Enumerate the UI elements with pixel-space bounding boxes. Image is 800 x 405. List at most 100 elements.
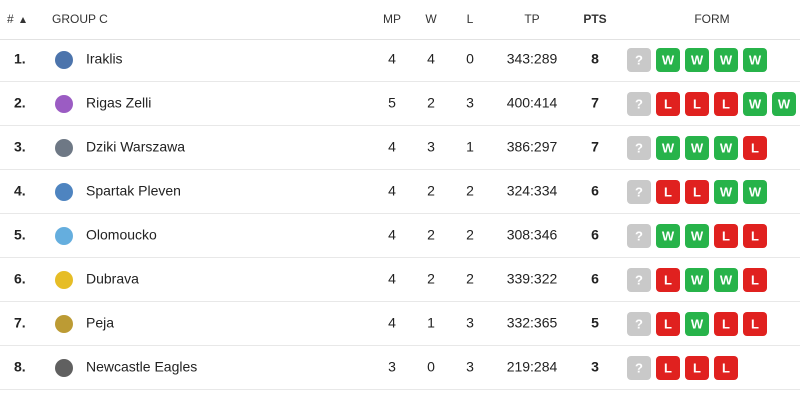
- wins: 4: [427, 51, 435, 67]
- points-scored: 219:284: [507, 359, 558, 375]
- rank: 2.: [14, 95, 26, 111]
- form-badge[interactable]: [656, 356, 680, 380]
- form-badge[interactable]: [656, 268, 680, 292]
- losses: 3: [466, 315, 474, 331]
- form-badge[interactable]: [714, 356, 738, 380]
- form-badge[interactable]: [743, 136, 767, 160]
- form-letter: L: [664, 184, 672, 199]
- form-badge[interactable]: [714, 92, 738, 116]
- form-badge[interactable]: [627, 92, 651, 116]
- rank: 6.: [14, 271, 26, 287]
- form-letter: W: [749, 96, 762, 111]
- form-letter: W: [691, 228, 704, 243]
- form-badge[interactable]: [685, 356, 709, 380]
- form-badge[interactable]: [627, 180, 651, 204]
- wins: 2: [427, 183, 435, 199]
- team-name[interactable]: Peja: [86, 315, 114, 331]
- team-name[interactable]: Rigas Zelli: [86, 95, 151, 111]
- form-letter: W: [691, 272, 704, 287]
- losses: 0: [466, 51, 474, 67]
- form-badge[interactable]: [743, 48, 767, 72]
- points: 6: [591, 271, 599, 287]
- form-badge[interactable]: [656, 312, 680, 336]
- form-badge[interactable]: [656, 224, 680, 248]
- form-badge[interactable]: [685, 136, 709, 160]
- points: 6: [591, 183, 599, 199]
- matches-played: 3: [388, 359, 396, 375]
- form-badge[interactable]: [685, 312, 709, 336]
- form-letter: W: [749, 184, 762, 199]
- header-l[interactable]: L: [467, 12, 474, 26]
- header-w[interactable]: W: [425, 12, 437, 26]
- points: 7: [591, 139, 599, 155]
- form-badge[interactable]: [627, 312, 651, 336]
- form-badge[interactable]: [656, 48, 680, 72]
- form-badge[interactable]: [743, 268, 767, 292]
- team-name[interactable]: Newcastle Eagles: [86, 359, 197, 375]
- form-letter: L: [751, 228, 759, 243]
- form-badge[interactable]: [714, 48, 738, 72]
- points-scored: 400:414: [507, 95, 558, 111]
- header-mp[interactable]: MP: [383, 12, 401, 26]
- form-letter: L: [693, 96, 701, 111]
- form-letter: W: [749, 52, 762, 67]
- form-badge[interactable]: [743, 180, 767, 204]
- form-badge[interactable]: [714, 180, 738, 204]
- form-badge[interactable]: [772, 92, 796, 116]
- form-letter: W: [691, 140, 704, 155]
- form-badge[interactable]: [685, 48, 709, 72]
- form-letter: W: [691, 52, 704, 67]
- form-badge[interactable]: [743, 92, 767, 116]
- losses: 2: [466, 271, 474, 287]
- header-pts[interactable]: PTS: [583, 12, 606, 26]
- team-logo: [55, 95, 73, 113]
- losses: 2: [466, 183, 474, 199]
- form-badge[interactable]: [627, 356, 651, 380]
- form-letter: L: [722, 228, 730, 243]
- form-letter: L: [722, 96, 730, 111]
- form-badge[interactable]: [685, 268, 709, 292]
- team-name[interactable]: Dziki Warszawa: [86, 139, 185, 155]
- form-badge[interactable]: [656, 92, 680, 116]
- team-name[interactable]: Iraklis: [86, 51, 123, 67]
- form-letter: L: [722, 316, 730, 331]
- losses: 2: [466, 227, 474, 243]
- form-badge[interactable]: [656, 136, 680, 160]
- team-name[interactable]: Olomoucko: [86, 227, 157, 243]
- sort-arrow[interactable]: [20, 17, 26, 23]
- form-letter: W: [662, 228, 675, 243]
- form-badge[interactable]: [743, 224, 767, 248]
- form-badge[interactable]: [685, 180, 709, 204]
- header-tp[interactable]: TP: [524, 12, 539, 26]
- matches-played: 5: [388, 95, 396, 111]
- team-logo: [55, 51, 73, 69]
- wins: 2: [427, 271, 435, 287]
- rank: 1.: [14, 51, 26, 67]
- team-name[interactable]: Dubrava: [86, 271, 139, 287]
- form-badge[interactable]: [685, 92, 709, 116]
- losses: 3: [466, 95, 474, 111]
- form-badge[interactable]: [627, 268, 651, 292]
- form-badge[interactable]: [714, 268, 738, 292]
- form-badge[interactable]: [627, 48, 651, 72]
- rank: 3.: [14, 139, 26, 155]
- form-letter: W: [720, 52, 733, 67]
- team-name[interactable]: Spartak Pleven: [86, 183, 181, 199]
- form-badge[interactable]: [627, 136, 651, 160]
- form-badge[interactable]: [714, 136, 738, 160]
- form-letter: L: [664, 360, 672, 375]
- form-badge[interactable]: [627, 224, 651, 248]
- form-badge[interactable]: [685, 224, 709, 248]
- form-badge[interactable]: [656, 180, 680, 204]
- form-badge[interactable]: [714, 224, 738, 248]
- team-logo: [55, 227, 73, 245]
- form-letter: W: [778, 96, 791, 111]
- losses: 1: [466, 139, 474, 155]
- team-logo: [55, 315, 73, 333]
- header-rank[interactable]: #: [7, 12, 14, 26]
- form-badge[interactable]: [743, 312, 767, 336]
- form-letter: W: [720, 184, 733, 199]
- rank: 4.: [14, 183, 26, 199]
- matches-played: 4: [388, 51, 396, 67]
- form-badge[interactable]: [714, 312, 738, 336]
